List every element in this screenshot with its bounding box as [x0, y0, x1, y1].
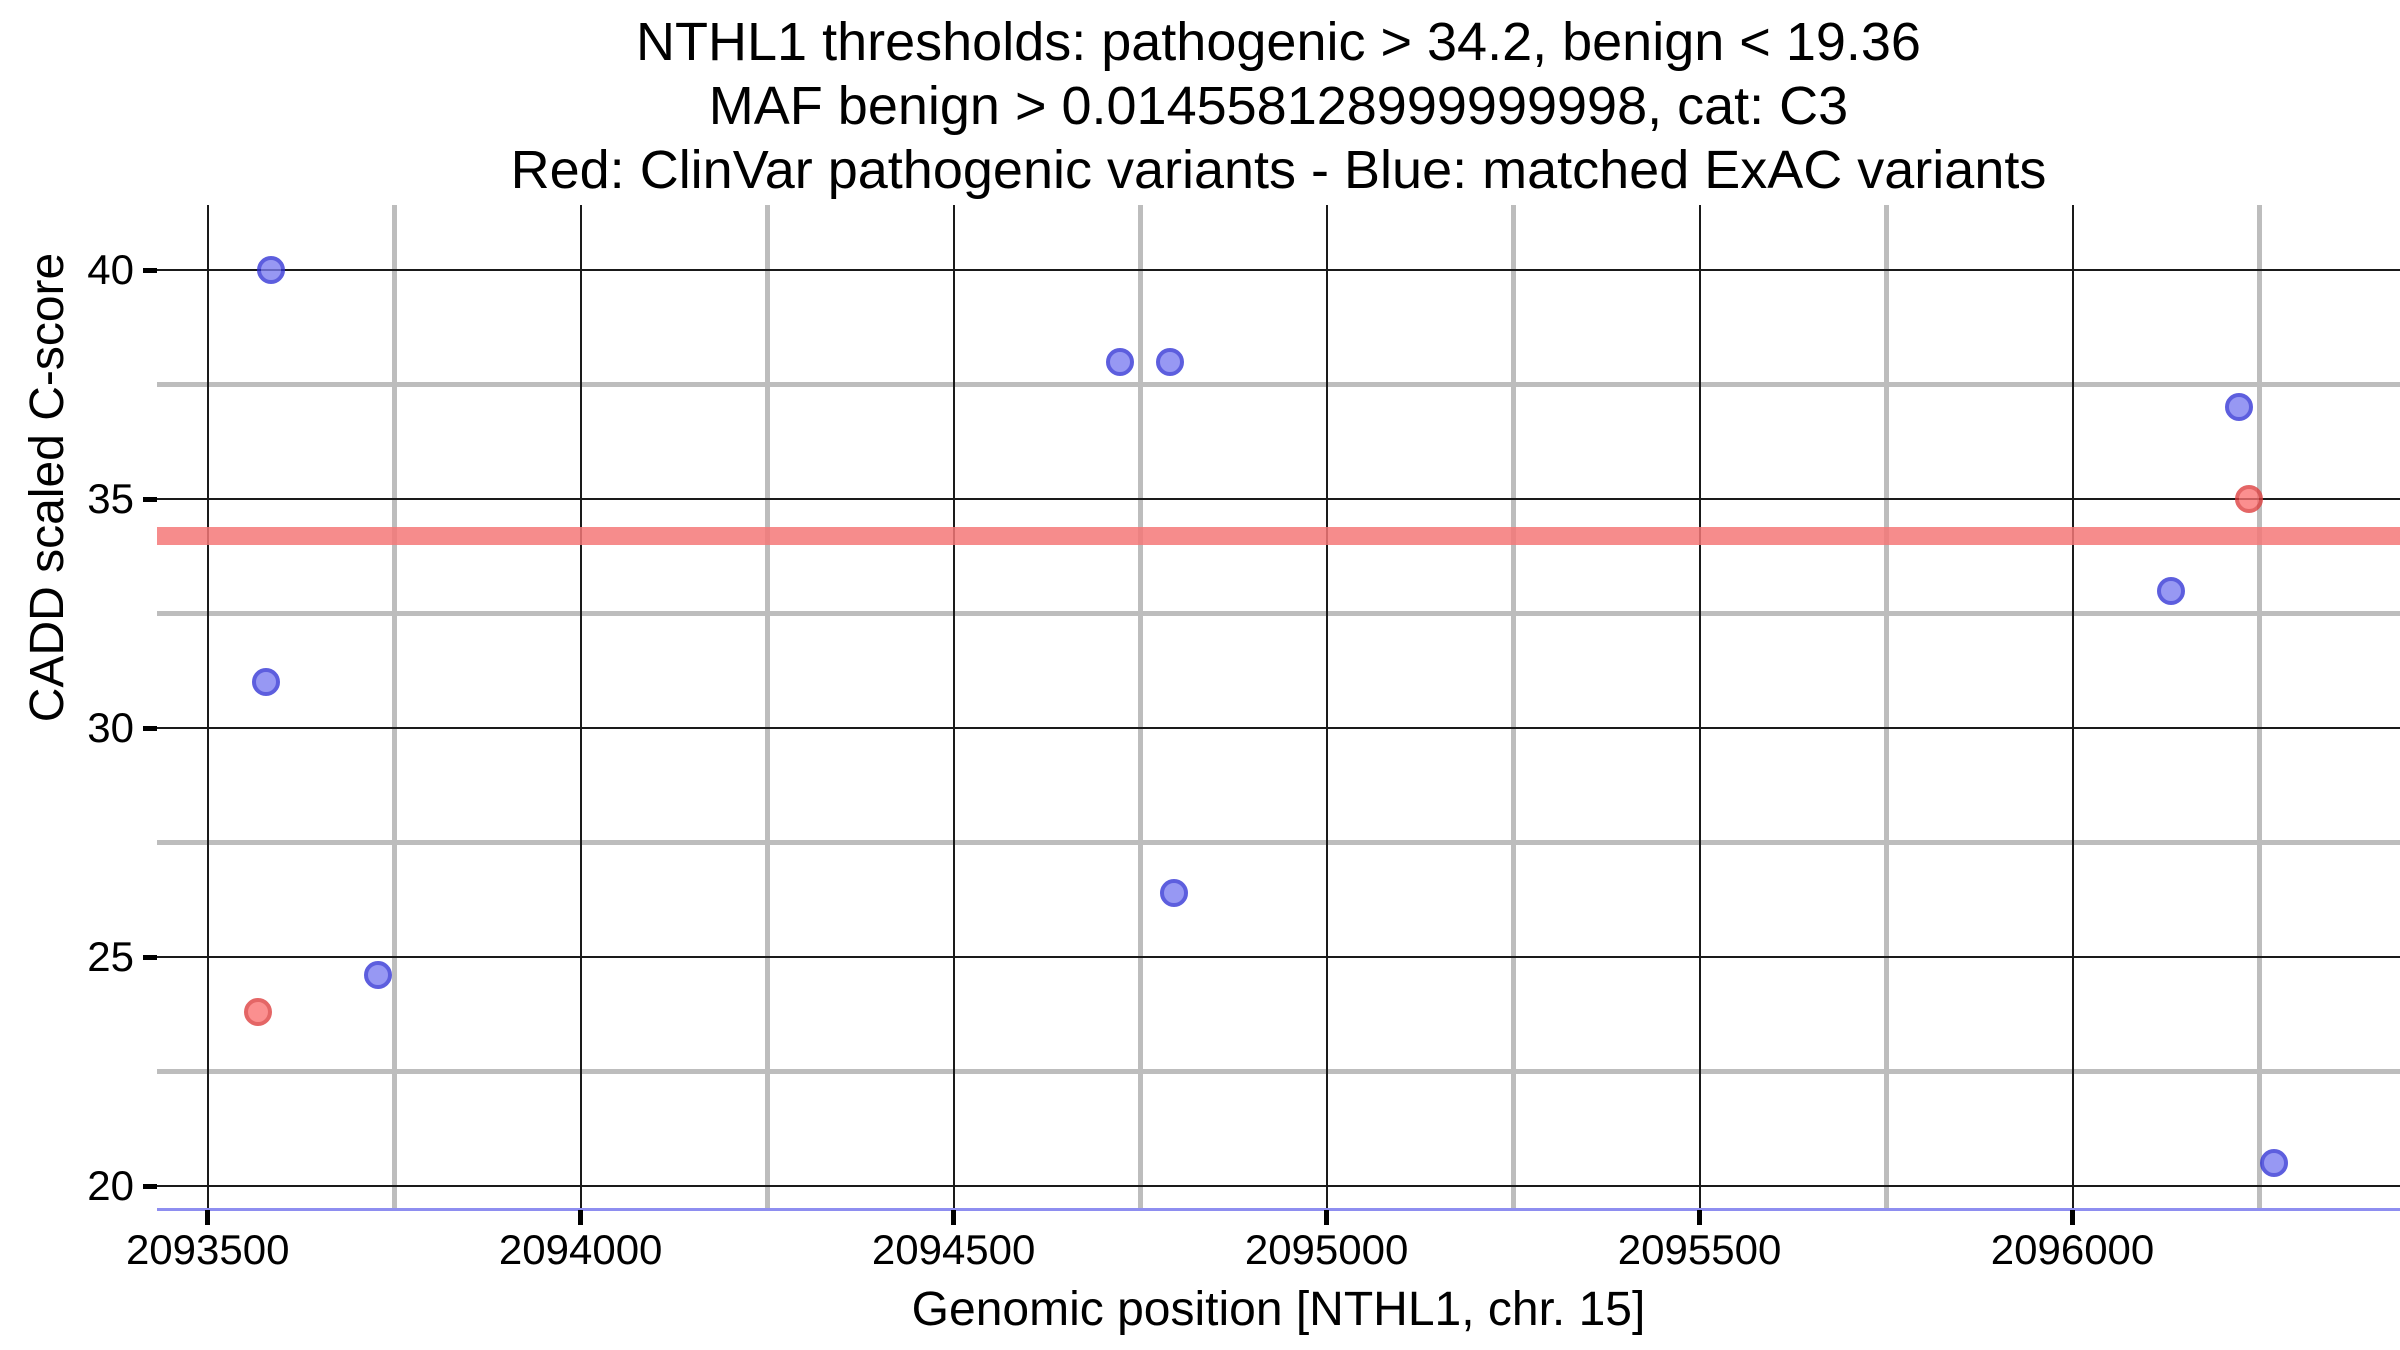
x-major-gridline [2071, 205, 2074, 1210]
exac-matched-point [257, 256, 286, 285]
x-minor-gridline [1137, 205, 1143, 1210]
x-minor-gridline [391, 205, 397, 1210]
x-minor-gridline [2256, 205, 2262, 1210]
benign-threshold-line [157, 1208, 2400, 1211]
x-axis-tick [2070, 1210, 2076, 1225]
pathogenic-threshold-band [157, 526, 2400, 545]
y-axis-tick [143, 496, 157, 502]
x-major-gridline [579, 205, 582, 1210]
y-axis-tick-label: 35 [87, 475, 134, 523]
chart-title-line-3: Red: ClinVar pathogenic variants - Blue:… [510, 140, 2047, 200]
y-axis-tick [143, 954, 157, 960]
clinvar-pathogenic-point [2235, 485, 2264, 514]
x-axis-tick-label: 2093500 [125, 1226, 290, 1273]
y-axis-title: CADD scaled C-score [21, 252, 74, 723]
chart-title-line-2: MAF benign > 0.014558128999999998, cat: … [708, 76, 1849, 136]
y-major-gridline [157, 498, 2400, 501]
x-axis-tick [1697, 1210, 1703, 1225]
x-axis-tick-label: 2094500 [871, 1226, 1036, 1273]
x-minor-gridline [1883, 205, 1889, 1210]
exac-matched-point [363, 961, 392, 990]
x-axis-tick-label: 2096000 [1990, 1226, 2155, 1273]
y-minor-gridline [157, 382, 2400, 388]
x-axis-tick [1324, 1210, 1330, 1225]
y-axis-tick-label: 25 [87, 933, 134, 981]
y-axis-tick-label: 20 [87, 1162, 134, 1210]
x-minor-gridline [1510, 205, 1516, 1210]
y-axis-tick-label: 30 [87, 704, 134, 752]
exac-matched-point [2224, 393, 2253, 422]
x-major-gridline [1325, 205, 1328, 1210]
chart-title-line-1: NTHL1 thresholds: pathogenic > 34.2, ben… [636, 12, 1921, 72]
x-axis-tick [205, 1210, 211, 1225]
exac-matched-point [1160, 879, 1189, 908]
exac-matched-point [2259, 1149, 2288, 1178]
x-major-gridline [206, 205, 209, 1210]
y-axis-tick [143, 725, 157, 731]
exac-matched-point [1105, 347, 1134, 376]
x-axis-tick-label: 2095000 [1244, 1226, 1409, 1273]
y-axis-tick [143, 267, 157, 273]
x-minor-gridline [764, 205, 770, 1210]
y-minor-gridline [157, 611, 2400, 617]
x-axis-tick [951, 1210, 957, 1225]
x-axis-tick [578, 1210, 584, 1225]
y-minor-gridline [157, 1069, 2400, 1075]
x-axis-title: Genomic position [NTHL1, chr. 15] [911, 1283, 1646, 1336]
plot-panel [157, 205, 2400, 1211]
y-minor-gridline [157, 840, 2400, 846]
y-axis-tick [143, 1183, 157, 1189]
y-major-gridline [157, 956, 2400, 959]
x-axis-tick-label: 2094000 [498, 1226, 663, 1273]
exac-matched-point [1155, 347, 1184, 376]
clinvar-pathogenic-point [243, 998, 272, 1027]
exac-matched-point [2157, 576, 2185, 605]
y-major-gridline [157, 269, 2400, 272]
chart-title: NTHL1 thresholds: pathogenic > 34.2, ben… [157, 10, 2400, 202]
y-major-gridline [157, 1185, 2400, 1188]
exac-matched-point [251, 668, 280, 697]
y-major-gridline [157, 727, 2400, 730]
x-axis-tick-label: 2095500 [1617, 1226, 1782, 1273]
y-axis-tick-label: 40 [87, 246, 134, 294]
x-major-gridline [1698, 205, 1701, 1210]
x-major-gridline [952, 205, 955, 1210]
